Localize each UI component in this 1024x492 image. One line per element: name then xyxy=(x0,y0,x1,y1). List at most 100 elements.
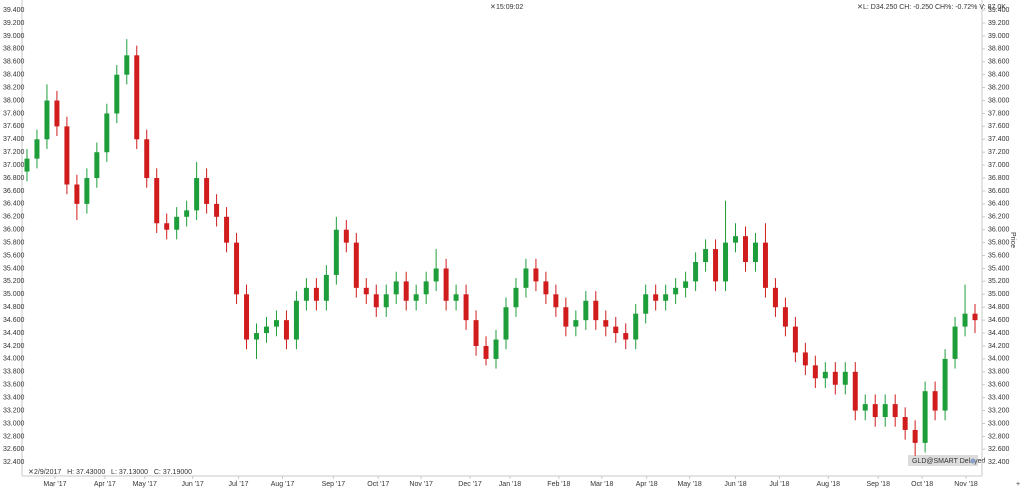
close-icon[interactable]: ✕ xyxy=(28,469,34,476)
y-tick-label: 34.400 xyxy=(3,330,25,337)
y-tick-label: 36.600 xyxy=(988,188,1010,195)
candle-body xyxy=(493,339,499,359)
y-tick-label: 37.800 xyxy=(988,110,1010,117)
candle-body xyxy=(403,281,409,301)
candle-body xyxy=(343,229,349,243)
candle-body xyxy=(653,294,659,301)
y-tick-label: 38.800 xyxy=(988,46,1010,53)
candle-body xyxy=(363,287,369,295)
close-icon[interactable]: ✕ xyxy=(490,4,496,11)
candle-body xyxy=(453,294,459,301)
candle-body xyxy=(273,320,279,327)
y-tick-label: 36.200 xyxy=(988,214,1010,221)
candle-body xyxy=(623,333,629,340)
candle-body xyxy=(224,216,230,243)
y-tick-label: 37.400 xyxy=(988,136,1010,143)
close-icon[interactable]: ✕ xyxy=(857,4,863,11)
badge-box xyxy=(908,455,978,466)
x-tick-label: May '18 xyxy=(677,481,701,488)
y-tick-label: 36.600 xyxy=(3,188,25,195)
y-tick-label: 39.200 xyxy=(3,20,25,27)
candle-body xyxy=(752,242,758,263)
y-tick-label: 35.800 xyxy=(988,239,1010,246)
candle-body xyxy=(104,113,110,153)
candle-body xyxy=(912,429,918,443)
candle-body xyxy=(194,178,200,211)
candle-body xyxy=(842,371,848,385)
candle-body xyxy=(643,294,649,314)
candle-body xyxy=(503,307,509,340)
x-tick-label: Mar '17 xyxy=(43,481,66,488)
y-tick-label: 34.000 xyxy=(3,356,25,363)
candle-body xyxy=(583,300,589,321)
y-tick-label: 38.800 xyxy=(3,46,25,53)
candle-body xyxy=(463,294,469,321)
candle-body xyxy=(872,404,878,418)
candle-body xyxy=(423,281,429,295)
candle-body xyxy=(563,307,569,327)
candle-body xyxy=(283,320,289,340)
y-tick-label: 34.400 xyxy=(988,330,1010,337)
candle-body xyxy=(892,404,898,418)
x-tick-label: Mar '18 xyxy=(590,481,613,488)
candle-body xyxy=(234,242,240,295)
x-tick-label: Nov '18 xyxy=(954,481,978,488)
y-tick-label: 32.400 xyxy=(3,459,25,466)
y-tick-label: 37.400 xyxy=(3,136,25,143)
candle-body xyxy=(473,320,479,346)
y-tick-label: 33.600 xyxy=(988,382,1010,389)
candle-body xyxy=(144,139,150,179)
candle-body xyxy=(483,345,489,359)
y-tick-label: 39.400 xyxy=(988,7,1010,14)
candle-body xyxy=(134,55,140,140)
candle-body xyxy=(393,281,399,295)
x-tick-label: Apr '17 xyxy=(94,481,116,488)
candle-body xyxy=(303,287,309,301)
y-tick-label: 34.800 xyxy=(988,304,1010,311)
y-tick-label: 35.200 xyxy=(988,278,1010,285)
x-tick-label: Jan '18 xyxy=(499,481,521,488)
candle-body xyxy=(693,262,699,282)
candle-body xyxy=(663,294,669,301)
candle-body xyxy=(333,229,339,275)
candle-body xyxy=(353,242,359,288)
y-tick-label: 37.800 xyxy=(3,110,25,117)
y-tick-label: 34.200 xyxy=(988,343,1010,350)
y-tick-label: 35.600 xyxy=(3,252,25,259)
y-tick-label: 33.800 xyxy=(3,369,25,376)
y-tick-label: 35.000 xyxy=(988,291,1010,298)
y-tick-label: 34.800 xyxy=(3,304,25,311)
candle-body xyxy=(64,126,70,185)
candle-body xyxy=(972,313,978,321)
candle-body xyxy=(313,287,319,301)
candle-body xyxy=(174,216,180,230)
y-tick-label: 36.400 xyxy=(988,201,1010,208)
y-tick-label: 37.000 xyxy=(3,162,25,169)
y-tick-label: 39.000 xyxy=(3,33,25,40)
candle-body xyxy=(713,249,719,282)
y-tick-label: 38.400 xyxy=(988,72,1010,79)
candle-body xyxy=(822,371,828,379)
add-button[interactable]: + xyxy=(1016,481,1020,488)
candle-body xyxy=(154,178,160,224)
y-tick-label: 36.800 xyxy=(3,175,25,182)
y-tick-label: 35.800 xyxy=(3,239,25,246)
y-tick-label: 38.200 xyxy=(988,84,1010,91)
y-tick-label: 32.600 xyxy=(988,446,1010,453)
x-tick-label: May '17 xyxy=(133,481,157,488)
candle-body xyxy=(244,294,250,340)
y-tick-label: 37.200 xyxy=(988,149,1010,156)
y-tick-label: 33.800 xyxy=(988,369,1010,376)
candle-body xyxy=(34,139,40,159)
y-tick-label: 34.000 xyxy=(988,356,1010,363)
candle-body xyxy=(373,294,379,308)
candle-body xyxy=(792,326,798,353)
y-tick-label: 32.800 xyxy=(988,433,1010,440)
candle-body xyxy=(413,294,419,301)
candle-body xyxy=(204,178,210,204)
y-tick-label: 35.400 xyxy=(3,265,25,272)
y-tick-label: 33.600 xyxy=(3,382,25,389)
y-tick-label: 33.200 xyxy=(3,407,25,414)
candle-body xyxy=(762,242,768,288)
x-tick-label: Jun '17 xyxy=(181,481,203,488)
